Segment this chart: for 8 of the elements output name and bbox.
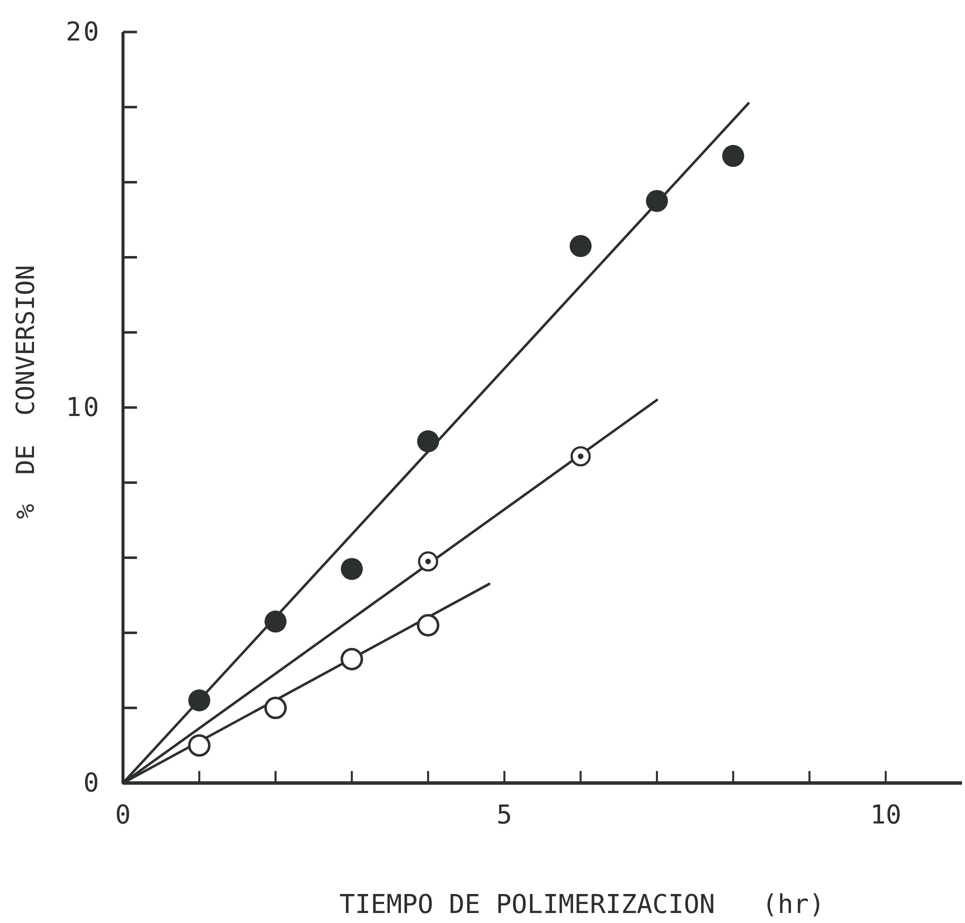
y-tick-label: 10 [66, 392, 101, 423]
y-tick-label: 20 [66, 17, 101, 48]
x-tick-label: 10 [870, 800, 902, 830]
y-axis-title: % DE CONVERSION [11, 265, 40, 519]
x-tick-label: 0 [115, 800, 131, 830]
x-axis-title: TIEMPO DE POLIMERIZACION (hr) [339, 890, 825, 920]
x-tick-label: 5 [496, 800, 512, 830]
y-tick-label: 0 [83, 768, 101, 798]
